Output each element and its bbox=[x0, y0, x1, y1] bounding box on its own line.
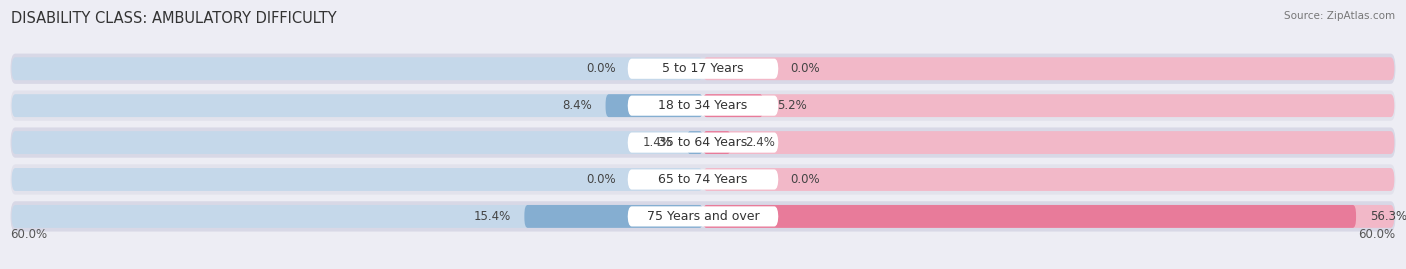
FancyBboxPatch shape bbox=[11, 205, 703, 228]
Text: 65 to 74 Years: 65 to 74 Years bbox=[658, 173, 748, 186]
FancyBboxPatch shape bbox=[10, 90, 1396, 121]
FancyBboxPatch shape bbox=[10, 164, 1396, 195]
Text: 5 to 17 Years: 5 to 17 Years bbox=[662, 62, 744, 75]
Text: 0.0%: 0.0% bbox=[790, 62, 820, 75]
Text: DISABILITY CLASS: AMBULATORY DIFFICULTY: DISABILITY CLASS: AMBULATORY DIFFICULTY bbox=[11, 11, 337, 26]
FancyBboxPatch shape bbox=[703, 57, 1395, 80]
Text: 1.4%: 1.4% bbox=[643, 136, 673, 149]
Text: 35 to 64 Years: 35 to 64 Years bbox=[658, 136, 748, 149]
FancyBboxPatch shape bbox=[686, 131, 703, 154]
FancyBboxPatch shape bbox=[703, 205, 1395, 228]
Text: 18 to 34 Years: 18 to 34 Years bbox=[658, 99, 748, 112]
FancyBboxPatch shape bbox=[703, 94, 1395, 117]
Text: 5.2%: 5.2% bbox=[778, 99, 807, 112]
FancyBboxPatch shape bbox=[703, 168, 1395, 191]
FancyBboxPatch shape bbox=[627, 169, 779, 190]
Text: 8.4%: 8.4% bbox=[562, 99, 592, 112]
FancyBboxPatch shape bbox=[627, 206, 779, 226]
FancyBboxPatch shape bbox=[606, 94, 703, 117]
Text: 0.0%: 0.0% bbox=[586, 173, 616, 186]
Text: 2.4%: 2.4% bbox=[745, 136, 775, 149]
FancyBboxPatch shape bbox=[703, 205, 1355, 228]
FancyBboxPatch shape bbox=[627, 95, 779, 116]
FancyBboxPatch shape bbox=[10, 201, 1396, 232]
Text: Source: ZipAtlas.com: Source: ZipAtlas.com bbox=[1284, 11, 1395, 21]
Text: 15.4%: 15.4% bbox=[474, 210, 510, 223]
FancyBboxPatch shape bbox=[11, 131, 703, 154]
Text: 60.0%: 60.0% bbox=[1358, 228, 1396, 241]
FancyBboxPatch shape bbox=[703, 131, 1395, 154]
FancyBboxPatch shape bbox=[10, 54, 1396, 84]
Text: 75 Years and over: 75 Years and over bbox=[647, 210, 759, 223]
FancyBboxPatch shape bbox=[11, 94, 703, 117]
Text: 60.0%: 60.0% bbox=[10, 228, 48, 241]
FancyBboxPatch shape bbox=[11, 168, 703, 191]
Text: 56.3%: 56.3% bbox=[1369, 210, 1406, 223]
FancyBboxPatch shape bbox=[703, 131, 731, 154]
FancyBboxPatch shape bbox=[627, 133, 779, 153]
Text: 0.0%: 0.0% bbox=[586, 62, 616, 75]
FancyBboxPatch shape bbox=[11, 57, 703, 80]
FancyBboxPatch shape bbox=[703, 94, 763, 117]
FancyBboxPatch shape bbox=[10, 128, 1396, 158]
Text: 0.0%: 0.0% bbox=[790, 173, 820, 186]
FancyBboxPatch shape bbox=[627, 59, 779, 79]
FancyBboxPatch shape bbox=[524, 205, 703, 228]
